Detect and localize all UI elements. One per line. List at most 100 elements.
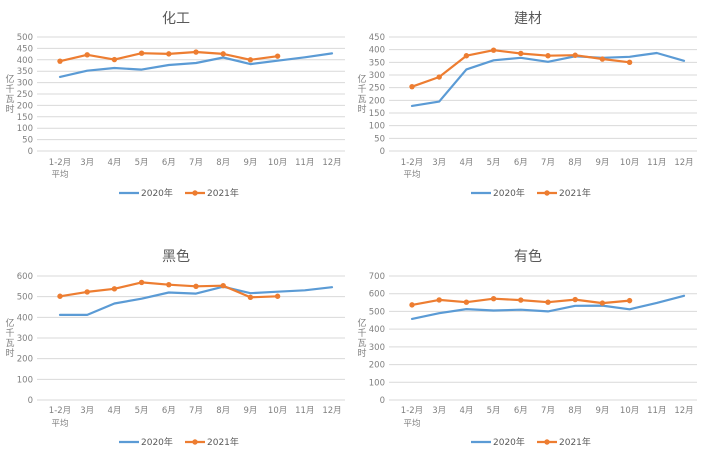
series-marker-2021年 <box>545 299 551 305</box>
y-axis-title: 亿千瓦时 <box>5 73 14 115</box>
x-tick-label: 8月 <box>568 406 582 416</box>
series-marker-2021年 <box>436 297 442 303</box>
series-marker-2021年 <box>409 83 415 90</box>
x-tick-label: 1-2月 <box>401 406 423 416</box>
y-tick-label: 150 <box>369 109 385 119</box>
legend-label-2020年: 2020年 <box>141 436 173 448</box>
series-marker-2021年 <box>463 299 470 305</box>
y-tick-label: 100 <box>17 124 33 134</box>
series-marker-2021年 <box>84 289 90 295</box>
series-marker-2021年 <box>193 49 199 55</box>
x-tick-label: 7月 <box>541 158 555 168</box>
x-tick-label: 7月 <box>189 406 203 416</box>
y-tick-label: 600 <box>369 290 385 300</box>
series-marker-2021年 <box>490 295 497 302</box>
x-tick-label: 4月 <box>459 158 473 168</box>
series-marker-2021年 <box>518 297 524 303</box>
x-tick-sublabel: 平均 <box>403 418 420 429</box>
series-marker-2021年 <box>274 293 281 299</box>
series-marker-2021年 <box>57 58 63 64</box>
legend-label-2021年: 2021年 <box>559 187 591 199</box>
series-marker-2021年 <box>247 57 254 63</box>
y-tick-label: 500 <box>17 33 33 43</box>
x-tick-label: 5月 <box>487 406 501 416</box>
series-marker-2021年 <box>166 281 172 288</box>
y-tick-label: 300 <box>17 79 33 89</box>
legend-label-2021年: 2021年 <box>559 436 591 448</box>
y-tick-label: 500 <box>17 293 33 303</box>
series-marker-2021年 <box>111 56 118 63</box>
x-tick-label: 3月 <box>432 406 446 416</box>
x-tick-label: 12月 <box>322 406 341 416</box>
x-tick-label: 6月 <box>514 406 528 416</box>
series-marker-2021年 <box>599 56 606 62</box>
y-tick-label: 350 <box>369 58 385 68</box>
x-tick-label: 4月 <box>107 158 121 168</box>
x-tick-label: 11月 <box>295 158 314 168</box>
x-tick-label: 1-2月 <box>49 158 71 168</box>
series-marker-2021年 <box>111 286 118 292</box>
x-tick-label: 6月 <box>514 158 528 168</box>
legend-key-marker <box>192 190 198 196</box>
legend-label-2020年: 2020年 <box>493 436 525 448</box>
series-marker-2021年 <box>599 300 606 306</box>
series-marker-2021年 <box>274 53 281 59</box>
x-tick-label: 9月 <box>595 406 609 416</box>
x-tick-label: 7月 <box>189 158 203 168</box>
y-tick-label: 450 <box>369 33 385 43</box>
y-tick-label: 250 <box>369 84 385 94</box>
x-tick-label: 12月 <box>322 158 341 168</box>
x-tick-label: 10月 <box>620 158 639 168</box>
y-tick-label: 0 <box>380 147 385 157</box>
chart-title: 黑色 <box>162 248 190 265</box>
series-marker-2021年 <box>220 51 226 57</box>
x-tick-sublabel: 平均 <box>51 418 68 429</box>
y-axis-title: 亿千瓦时 <box>5 317 14 359</box>
x-tick-label: 9月 <box>243 158 257 168</box>
x-tick-label: 11月 <box>647 406 666 416</box>
x-tick-label: 10月 <box>268 406 287 416</box>
chart-title: 有色 <box>514 248 542 265</box>
x-tick-label: 8月 <box>568 158 582 168</box>
chart-title: 化工 <box>162 11 190 27</box>
x-tick-label: 8月 <box>216 158 230 168</box>
y-tick-label: 100 <box>17 375 33 385</box>
series-line-2020年 <box>410 51 686 108</box>
series-marker-2021年 <box>138 279 145 286</box>
building-materials-chart: 0 50 100 150 200 250 300 350 400 450 1-2月 平均 3月 4月 5月 6… <box>352 0 704 230</box>
x-tick-sublabel: 平均 <box>403 169 420 180</box>
series-marker-2021年 <box>572 296 578 303</box>
x-tick-label: 5月 <box>135 406 149 416</box>
series-marker-2021年 <box>490 47 497 53</box>
y-tick-label: 200 <box>369 96 385 106</box>
y-tick-label: 400 <box>369 325 385 335</box>
x-tick-label: 5月 <box>487 158 501 168</box>
y-tick-label: 350 <box>17 67 33 77</box>
y-tick-label: 500 <box>369 307 385 317</box>
y-tick-label: 0 <box>380 396 385 406</box>
x-tick-label: 3月 <box>80 406 94 416</box>
x-tick-label: 4月 <box>107 406 121 416</box>
nonferrous-metals-chart: 0 100 200 300 400 500 600 700 1-2月 平均 3月 4月 5月 6月 7月 8月… <box>352 230 704 460</box>
series-line-2020年 <box>58 285 334 317</box>
y-tick-label: 300 <box>17 334 33 344</box>
series-marker-2021年 <box>247 294 254 300</box>
series-marker-2021年 <box>220 283 226 289</box>
y-tick-label: 50 <box>374 134 385 144</box>
x-tick-label: 7月 <box>541 406 555 416</box>
chart-title: 建材 <box>514 11 542 27</box>
series-marker-2021年 <box>84 52 90 58</box>
y-tick-label: 400 <box>369 46 385 56</box>
y-tick-label: 200 <box>369 361 385 371</box>
x-tick-label: 10月 <box>268 158 287 168</box>
y-tick-label: 50 <box>22 136 33 146</box>
series-line-2020年 <box>58 52 334 79</box>
y-tick-label: 450 <box>17 44 33 54</box>
y-tick-label: 0 <box>28 396 33 406</box>
y-tick-label: 100 <box>369 122 385 132</box>
series-marker-2021年 <box>626 297 633 304</box>
x-tick-label: 12月 <box>674 406 693 416</box>
series-marker-2021年 <box>626 59 633 66</box>
